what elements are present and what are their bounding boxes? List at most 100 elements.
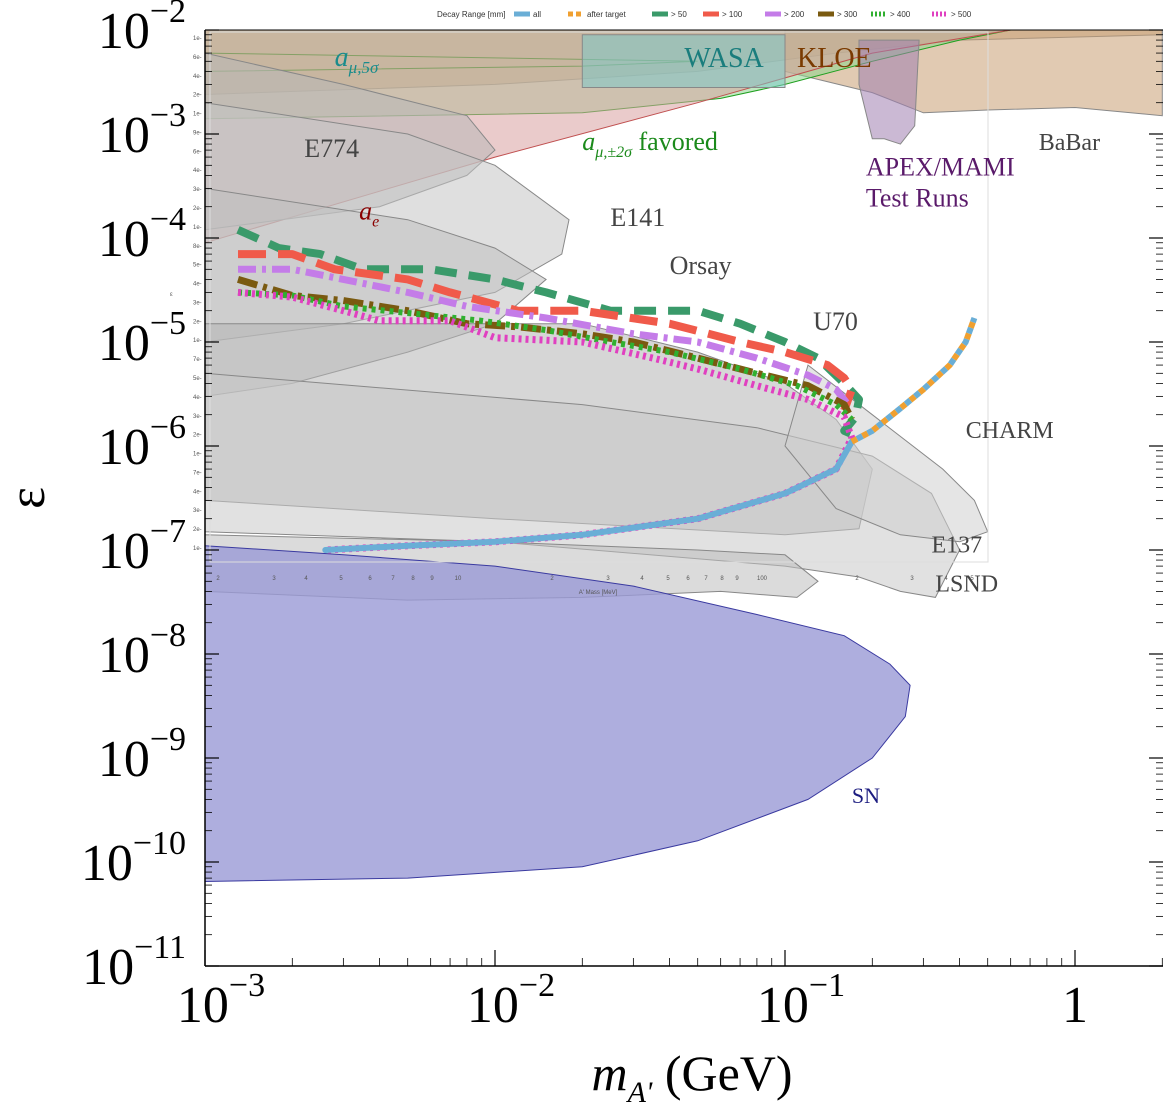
curve-all [322, 438, 855, 553]
inset-x-label: A' Mass [MeV] [579, 590, 618, 596]
inset-x-tick-label: 4 [640, 576, 644, 582]
inset-y-tick-label: 3e- [193, 508, 202, 514]
region-apex-mami [858, 39, 920, 145]
inset-y-tick-label: 2e- [193, 527, 202, 533]
region-label-tail: favored [632, 127, 718, 156]
x-axis-label-sub: A' [626, 1076, 653, 1105]
legend-entry-label: all [533, 10, 541, 19]
legend-entry-label: > 50 [671, 10, 687, 19]
inset-y-tick-label: 1e- [193, 112, 202, 118]
curve-after-target [850, 316, 978, 445]
inset-x-tick-label: 7 [391, 576, 395, 582]
legend-entry-label: > 500 [951, 10, 972, 19]
region-label-charm: CHARM [966, 418, 1054, 444]
inset-y-tick-label: 7e- [193, 357, 202, 363]
y-tick-exponent: −4 [150, 201, 186, 238]
regions-layer [205, 30, 1163, 883]
y-tick-exponent: −8 [150, 617, 186, 654]
inset-y-tick-label: 2e- [193, 93, 202, 99]
y-tick-label: 10−8 [98, 617, 186, 684]
inset-x-tick-label: 4 [944, 576, 948, 582]
y-tick-exponent: −5 [150, 305, 186, 342]
legend-entry-label: > 200 [784, 10, 805, 19]
legend-entry-label: > 100 [722, 10, 743, 19]
inset-x-tick-label: 2 [855, 576, 859, 582]
curve-all-overlay [850, 316, 978, 445]
y-tick-exponent: −9 [150, 721, 186, 758]
x-tick-exponent: −2 [519, 967, 555, 1004]
region-label-orsay: Orsay [670, 251, 732, 280]
inset-x-tick-label: 5 [339, 576, 343, 582]
y-tick-label: 10−9 [98, 721, 186, 788]
y-tick-exponent: −7 [150, 513, 186, 550]
curve--50 [236, 226, 863, 438]
inset-y-tick-label: 3e- [193, 414, 202, 420]
inset-x-tick-label: 10 [455, 576, 462, 582]
x-tick-exponent: −1 [809, 967, 845, 1004]
inset-x-tick-label: 2 [550, 576, 554, 582]
inset-legend: Decay Range [mm] all after target > 50 > 100… [437, 10, 972, 19]
inset-frame [209, 31, 989, 563]
y-tick-exponent: −2 [150, 0, 186, 30]
inset-y-tick-label: 7e- [193, 470, 202, 476]
x-axis-label-main: m [591, 1045, 627, 1101]
y-tick-label: 10−5 [98, 305, 186, 372]
inset-x-tick-label: 4 [304, 576, 308, 582]
y-tick-label: 10−4 [98, 201, 186, 268]
inset-y-tick-label: 1e- [193, 36, 202, 42]
x-tick-label: 10−1 [757, 967, 845, 1034]
legend-entry-label: > 300 [837, 10, 858, 19]
inset-x-tick-label: 3 [910, 576, 914, 582]
inset-y-tick-label: 4e- [193, 282, 202, 288]
y-tick-label: 10−6 [98, 409, 186, 476]
curve--200 [238, 265, 851, 407]
inset-y-tick-label: 9e- [193, 130, 202, 136]
inset-y-tick-label: 5e- [193, 263, 202, 269]
inset-y-tick-label: 3e- [193, 187, 202, 193]
inset-y-tick-label: 3e- [193, 300, 202, 306]
inset-y-tick-label: 1e- [193, 452, 202, 458]
y-tick-exponent: −6 [150, 409, 186, 446]
legend-entry-label: > 400 [890, 10, 911, 19]
region-label-e137: E137 [931, 532, 982, 558]
region-label-lsnd: LSND [935, 571, 998, 597]
region-sn [205, 545, 911, 883]
inset-x-tick-label: 9 [735, 576, 739, 582]
region-label-subscript: e [372, 214, 379, 231]
inset-y-tick-label: 2e- [193, 433, 202, 439]
region-label-e774: E774 [304, 134, 359, 163]
inset-x-tick-label: 3 [606, 576, 610, 582]
inset-y-tick-label: 2e- [193, 206, 202, 212]
y-tick-label: 10−7 [98, 513, 186, 580]
inset-x-tick-label: 6 [368, 576, 372, 582]
y-tick-exponent: −11 [134, 929, 186, 966]
region-wasa [581, 34, 786, 88]
region-label-subscript: μ,±2σ [594, 144, 633, 161]
x-tick-label: 10−2 [467, 967, 555, 1034]
inset-y-tick-label: 1e- [193, 225, 202, 231]
x-tick-label: 10−3 [177, 967, 265, 1034]
region-label-e141: E141 [610, 203, 665, 232]
inset-y-tick-label: 5e- [193, 376, 202, 382]
inset-layer: 1e- 6e- 4e- 2e- 1e- 9e- 6e- 4e- 3e- 2e- 1e- 8e- 5e- 4… [170, 31, 989, 596]
y-tick-label: 10−2 [98, 0, 186, 60]
region-label-apex-mami: APEX/MAMI [866, 152, 1015, 181]
inset-x-tick-label: 2 [216, 576, 220, 582]
y-tick-label: 10−3 [98, 97, 186, 164]
inset-y-tick-label: 4e- [193, 74, 202, 80]
y-axis-label: ε [0, 487, 56, 509]
inset-y-tick-label: 2e- [193, 319, 202, 325]
x-axis-label: mA' (GeV) [591, 1045, 792, 1105]
curve--400 [237, 289, 854, 422]
inset-y-label: ε [170, 292, 173, 298]
legend-entry-label: after target [587, 10, 626, 19]
inset-y-tick-label: 6e- [193, 149, 202, 155]
curves-layer [236, 226, 978, 554]
region-label-u70: U70 [813, 307, 858, 336]
inset-x-tick-label: 3 [272, 576, 276, 582]
region-label-babar: BaBar [1039, 130, 1100, 156]
y-tick-exponent: −10 [133, 825, 186, 862]
inset-x-tick-label: 5 [970, 576, 974, 582]
region-label-apex-mami2: Test Runs [866, 184, 969, 213]
